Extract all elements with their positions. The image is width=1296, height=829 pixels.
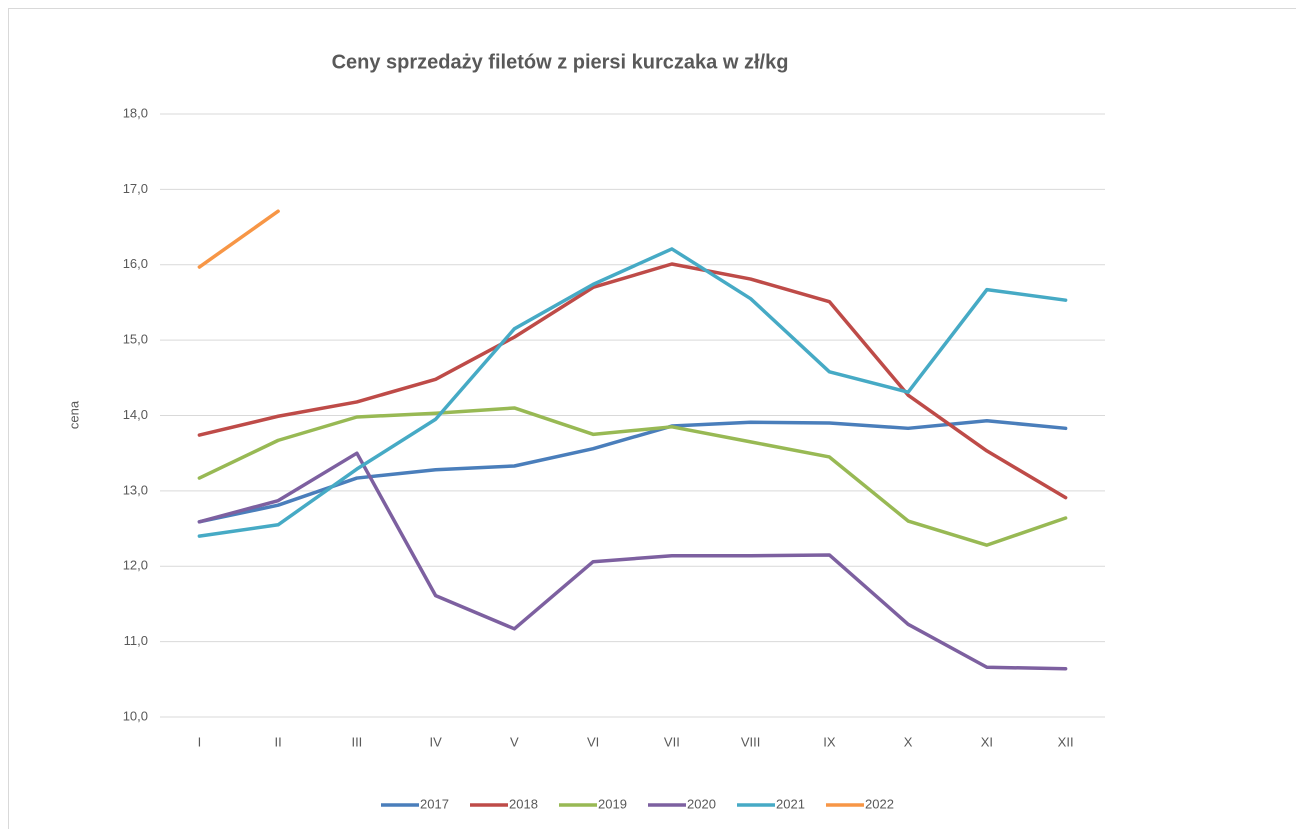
- x-tick-label: I: [198, 734, 202, 749]
- x-tick-label: II: [275, 734, 282, 749]
- x-tick-label: XI: [981, 734, 993, 749]
- x-tick-label: V: [510, 734, 519, 749]
- y-tick-label: 10,0: [123, 708, 148, 723]
- x-tick-label: IV: [429, 734, 442, 749]
- series-line: [197, 247, 1068, 538]
- x-tick-label: VIII: [741, 734, 761, 749]
- series-line: [197, 209, 280, 269]
- series-line: [197, 406, 1068, 547]
- legend-label: 2022: [865, 796, 894, 811]
- y-tick-label: 18,0: [123, 105, 148, 120]
- chart-title: Ceny sprzedaży filetów z piersi kurczaka…: [332, 51, 789, 73]
- y-tick-label: 14,0: [123, 407, 148, 422]
- legend-label: 2017: [420, 796, 449, 811]
- y-tick-label: 16,0: [123, 256, 148, 271]
- legend-label: 2019: [598, 796, 627, 811]
- x-tick-label: X: [904, 734, 913, 749]
- legend-label: 2018: [509, 796, 538, 811]
- x-tick-label: IX: [823, 734, 836, 749]
- series-line: [197, 419, 1068, 524]
- x-tick-label: III: [351, 734, 362, 749]
- legend-label: 2021: [776, 796, 805, 811]
- y-tick-label: 17,0: [123, 181, 148, 196]
- y-tick-label: 13,0: [123, 482, 148, 497]
- y-tick-label: 12,0: [123, 558, 148, 573]
- legend-label: 2020: [687, 796, 716, 811]
- series-line: [197, 262, 1068, 500]
- chart-border: [8, 8, 1296, 829]
- x-tick-label: VI: [587, 734, 599, 749]
- y-tick-label: 15,0: [123, 332, 148, 347]
- series-line: [197, 451, 1068, 671]
- y-axis-label: cena: [66, 400, 81, 429]
- x-tick-label: VII: [664, 734, 680, 749]
- x-tick-label: XII: [1058, 734, 1074, 749]
- y-tick-label: 11,0: [124, 633, 148, 648]
